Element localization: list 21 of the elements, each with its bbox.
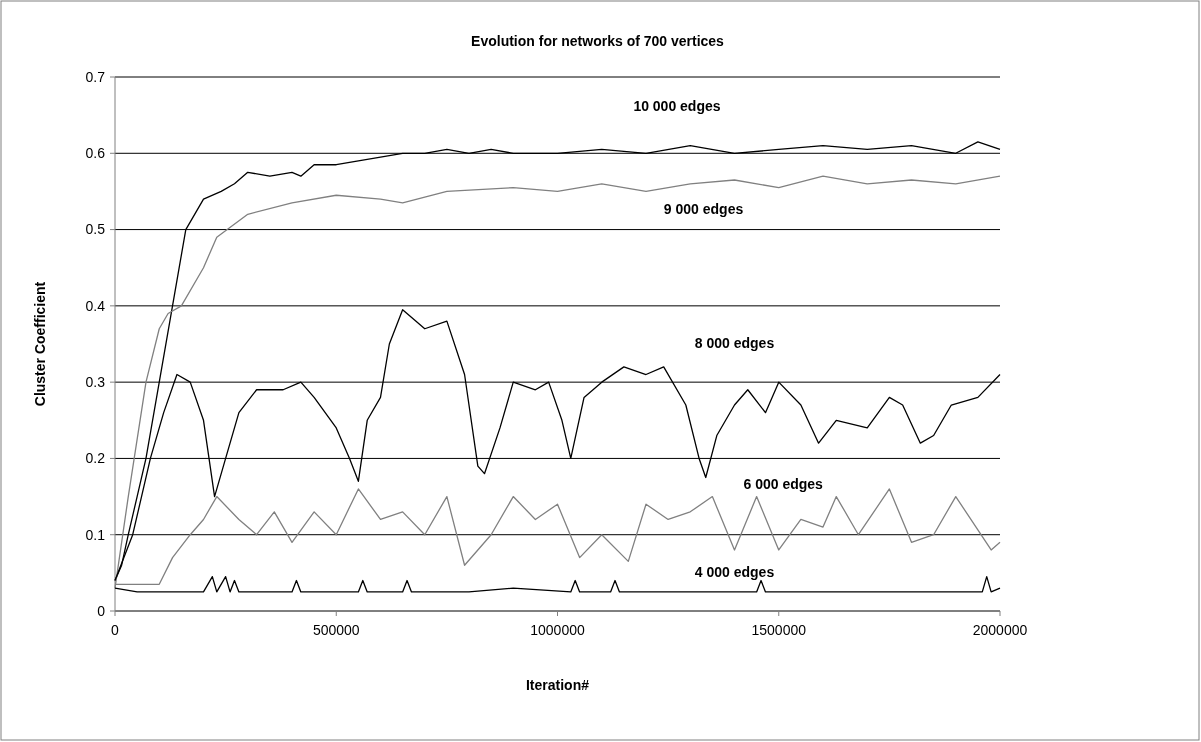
y-tick-label: 0.4: [85, 297, 106, 314]
text: 8 000 edges: [694, 334, 775, 351]
y-tick-label: 0.7: [85, 68, 106, 85]
y-tick-label: 0.1: [85, 526, 106, 543]
y-tick-label: 0.3: [85, 374, 106, 391]
y-tick-label: 0.6: [85, 145, 106, 162]
text: 10 000 edges: [633, 98, 721, 115]
y-tick-label: 0: [97, 602, 106, 619]
x-tick-label: 500000: [312, 622, 360, 638]
series-label: 9 000 edges: [663, 201, 744, 218]
x-tick-label: 2000000: [972, 622, 1028, 638]
y-tick-label: 0.5: [85, 221, 106, 238]
series-label: 6 000 edges: [743, 475, 824, 492]
x-axis-title: Iteration#: [525, 677, 590, 693]
chart-title: Evolution for networks of 700 vertices: [471, 33, 725, 49]
x-tick-label: 1500000: [751, 622, 807, 638]
y-axis-title: Cluster Coefficient: [32, 281, 48, 407]
series-label: 4 000 edges: [694, 563, 775, 580]
x-tick-label: 1000000: [530, 622, 585, 638]
x-tick-label: 0: [111, 622, 120, 638]
y-tick-label: 0.2: [85, 450, 106, 467]
